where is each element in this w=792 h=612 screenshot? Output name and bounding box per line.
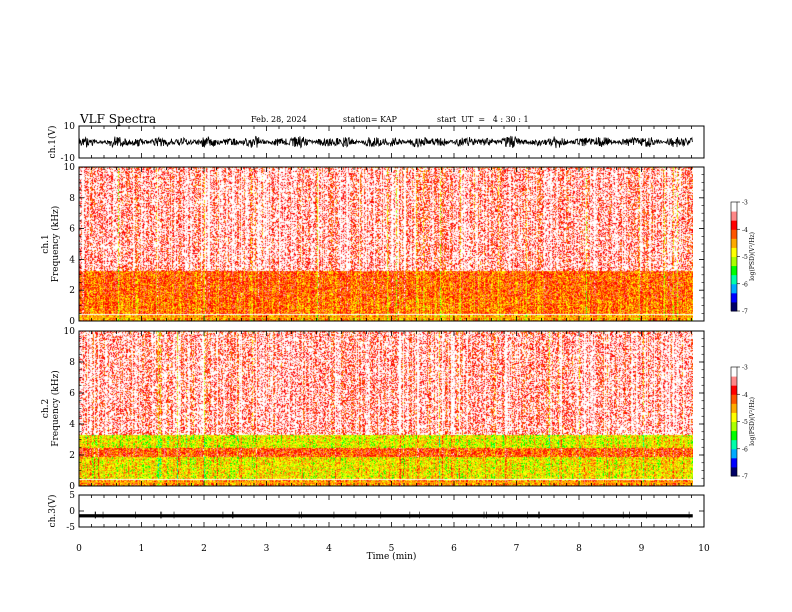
colorbar-segment [731, 385, 737, 395]
y-axis-label-line: Frequency (kHz) [50, 206, 61, 283]
x-axis-label: Time (min) [367, 551, 417, 562]
colorbar-label-text: log(PSD)(V²/Hz) [749, 397, 756, 446]
colorbar-segment [731, 202, 737, 212]
colorbar-segment [731, 283, 737, 294]
colorbar-segment [731, 274, 737, 285]
x-tick-label: 6 [451, 544, 457, 554]
y-tick-label: 5 [69, 491, 75, 501]
colorbar-segment [731, 256, 737, 267]
y-tick-label: 8 [69, 194, 75, 204]
colorbar-segment [731, 421, 737, 432]
colorbar-segment [731, 292, 737, 303]
spectrogram-image [79, 331, 693, 486]
colorbar-segment [731, 457, 737, 468]
y-axis-label: ch.1 Frequency (kHz) [41, 206, 61, 283]
colorbar-tick-label: -7 [742, 474, 748, 481]
colorbar-tick-label: -6 [742, 446, 748, 453]
y-tick-label: 10 [64, 163, 76, 173]
colorbar-tick-label: -7 [742, 309, 748, 316]
y-tick-label: 4 [69, 255, 75, 265]
x-tick-label: 4 [326, 544, 332, 554]
ch1-waveform [78, 135, 693, 149]
colorbar-tick-label: -5 [742, 254, 748, 261]
colorbar-segment [731, 439, 737, 450]
colorbar-segment [731, 376, 737, 386]
station-label: station= KAP [343, 115, 397, 124]
start-time-label: start UT = 4 : 30 : 1 [437, 115, 529, 124]
y-tick-label: 0 [69, 482, 75, 492]
colorbar-segment [731, 412, 737, 422]
colorbar-segment [731, 448, 737, 459]
y-axis-label: ch.1(V) [47, 126, 58, 159]
ch3-trace [79, 514, 693, 518]
x-tick-label: 8 [576, 544, 582, 554]
y-tick-label: -5 [66, 523, 75, 533]
x-tick-label: 0 [76, 544, 82, 554]
x-tick-label: 3 [264, 544, 270, 554]
y-tick-label: 2 [69, 451, 75, 461]
y-tick-label: 10 [64, 327, 76, 337]
y-axis-label: ch.2 Frequency (kHz) [41, 370, 61, 447]
spectrogram-image [79, 167, 693, 321]
y-axis-label-line: ch.3(V) [47, 495, 58, 528]
x-tick-label: 2 [201, 544, 207, 554]
y-tick-label: 2 [69, 286, 75, 296]
colorbar-label-text: log(PSD)(V²/Hz) [749, 232, 756, 281]
x-tick-label: 5 [389, 544, 395, 554]
colorbar-segment [731, 229, 737, 239]
x-tick-label: 7 [514, 544, 520, 554]
y-tick-label: 4 [69, 420, 75, 430]
x-tick-label: 10 [698, 544, 710, 554]
colorbar-tick-label: -5 [742, 419, 748, 426]
colorbar-segment [731, 211, 737, 221]
colorbar-segment [731, 394, 737, 404]
colorbar-tick-label: -4 [742, 227, 748, 234]
x-tick-label: 1 [139, 544, 145, 554]
colorbar-segment [731, 301, 737, 312]
colorbar-tick-label: -3 [742, 365, 748, 372]
y-tick-label: 6 [69, 389, 75, 399]
colorbar-segment [731, 238, 737, 248]
colorbar-label: log(PSD)(V²/Hz) [749, 397, 756, 446]
x-tick-label: 9 [639, 544, 645, 554]
colorbar-segment [731, 265, 737, 276]
colorbar-label: log(PSD)(V²/Hz) [749, 232, 756, 281]
colorbar-segment [731, 367, 737, 377]
y-axis-label-line: ch.1(V) [47, 126, 58, 159]
colorbar-tick-label: -3 [742, 200, 748, 207]
colorbar-tick-label: -6 [742, 281, 748, 288]
y-tick-label: -10 [61, 154, 76, 164]
y-axis-label: ch.3(V) [47, 495, 58, 528]
y-axis-label-line: ch.1 [41, 234, 51, 253]
colorbar-segment [731, 247, 737, 257]
colorbar-tick-label: -4 [742, 392, 748, 399]
y-tick-label: 6 [69, 225, 75, 235]
y-axis-label-line: ch.2 [41, 399, 51, 418]
y-axis-label-line: Frequency (kHz) [50, 370, 61, 447]
colorbar-segment [731, 403, 737, 413]
colorbar-segment [731, 430, 737, 441]
y-tick-label: 0 [69, 507, 75, 517]
y-tick-label: 8 [69, 358, 75, 368]
colorbar-segment [731, 466, 737, 477]
y-tick-label: 0 [69, 317, 75, 327]
date-label: Feb. 28, 2024 [251, 115, 307, 124]
plot-title: VLF Spectra [80, 112, 157, 126]
colorbar-segment [731, 220, 737, 230]
y-tick-label: 10 [64, 122, 76, 132]
